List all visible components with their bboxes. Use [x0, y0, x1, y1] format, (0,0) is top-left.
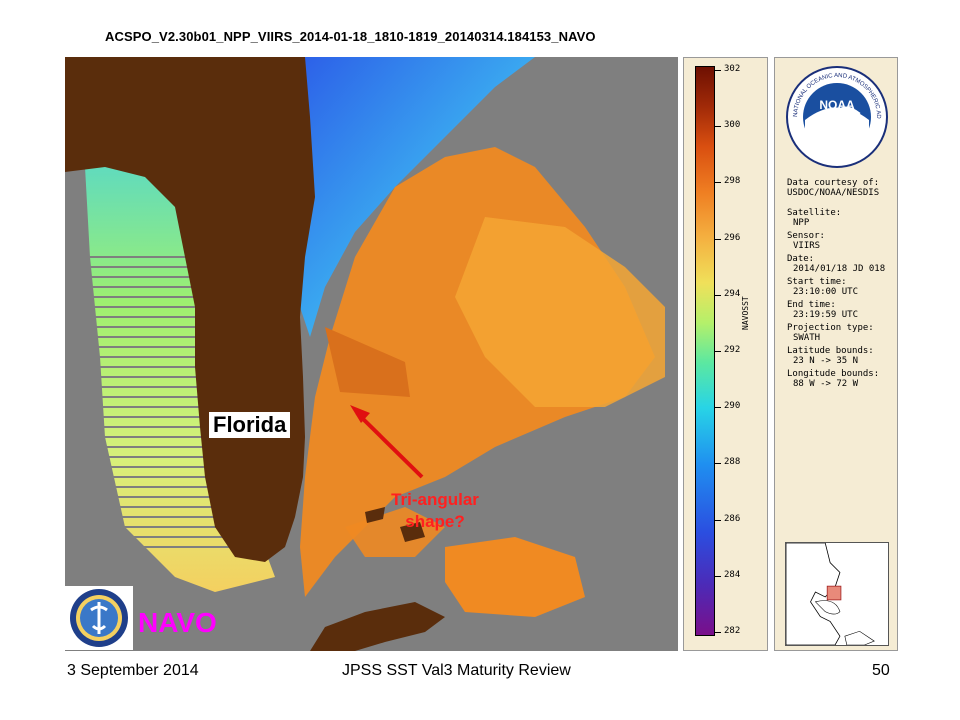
- navo-seal-icon: [65, 586, 133, 650]
- metadata-value: 2014/01/18 JD 018: [793, 264, 886, 274]
- colorbar-tick-label: 296: [724, 232, 741, 243]
- footer-title: JPSS SST Val3 Maturity Review: [342, 662, 571, 679]
- colorbar-tick-label: 292: [724, 345, 741, 355]
- metadata-key: Latitude bounds:: [787, 346, 874, 356]
- arrow-head: [350, 405, 370, 423]
- land-bahamas-1: [365, 507, 385, 523]
- metadata-value: 23:10:00 UTC: [793, 287, 859, 297]
- metadata-key: Longitude bounds:: [787, 369, 880, 379]
- metadata-key: Start time:: [787, 277, 847, 287]
- colorbar-tick: [715, 463, 721, 465]
- noaa-logo-icon: NOAA NATIONAL OCEANIC AND ATMOSPHERIC AD…: [785, 65, 888, 168]
- page-number: 50: [872, 662, 890, 679]
- colorbar-tick-label: 286: [724, 513, 741, 524]
- metadata-value: NPP: [793, 218, 810, 228]
- colorbar-tick-label: 284: [724, 569, 741, 580]
- colorbar-tick-label: 288: [724, 457, 741, 468]
- sst-map: Florida Tri-angular shape? NAVO: [65, 57, 678, 651]
- colorbar-tick-label: 300: [724, 120, 741, 131]
- colorbar-tick-label: 282: [724, 626, 741, 636]
- colorbar-tick: [715, 70, 721, 71]
- metadata-value: 23 N -> 35 N: [793, 356, 859, 366]
- land-bahamas-2: [400, 522, 425, 542]
- colorbar-tick-label: 290: [724, 401, 741, 412]
- metadata-key: Sensor:: [787, 231, 825, 241]
- florida-label: Florida: [209, 412, 291, 438]
- colorbar-tick: [715, 407, 721, 409]
- colorbar-tick-label: 298: [724, 176, 741, 187]
- metadata-key: Satellite:: [787, 208, 842, 218]
- bahamas-sst-area: [445, 537, 585, 617]
- metadata-key: End time:: [787, 300, 836, 310]
- navo-label: NAVO: [138, 607, 217, 638]
- colorbar-tick: [715, 182, 721, 184]
- metadata-key: Projection type:: [787, 323, 874, 333]
- colorbar-tick: [715, 238, 721, 240]
- courtesy-text: Data courtesy of: USDOC/NOAA/NESDIS: [787, 178, 879, 198]
- colorbar-tick: [715, 294, 721, 296]
- arrow-line: [355, 411, 424, 479]
- colorbar-tick: [715, 351, 721, 352]
- colorbar: [695, 66, 715, 636]
- triangular-shape-area: [325, 327, 410, 397]
- warm-speckle-area: [455, 217, 665, 407]
- metadata-value: 23:19:59 UTC: [793, 310, 859, 320]
- metadata-value: SWATH: [793, 333, 821, 343]
- footer-date: 3 September 2014: [67, 662, 199, 679]
- shelf-sst-area: [295, 57, 535, 337]
- triangular-label-line1: Tri-angular: [391, 490, 479, 509]
- courtesy-line1: Data courtesy of:: [787, 178, 880, 188]
- colorbar-tick-label: 294: [724, 288, 741, 299]
- colorbar-tick-label: 302: [724, 64, 741, 74]
- metadata-value: VIIRS: [793, 241, 821, 251]
- triangular-label-line2: shape?: [405, 512, 465, 531]
- colorbar-tick: [715, 575, 721, 577]
- triangular-shape-label: Tri-angular shape?: [365, 489, 505, 533]
- metadata-value: 88 W -> 72 W: [793, 379, 859, 389]
- image-title: ACSPO_V2.30b01_NPP_VIIRS_2014-01-18_1810…: [105, 29, 596, 44]
- locator-map-icon: [785, 542, 889, 646]
- land-cuba: [310, 602, 445, 651]
- noaa-text: NOAA: [819, 98, 855, 112]
- metadata-key: Date:: [787, 254, 815, 264]
- courtesy-line2: USDOC/NOAA/NESDIS: [787, 188, 880, 198]
- colorbar-tick: [715, 632, 721, 633]
- colorbar-tick: [715, 519, 721, 521]
- metadata-list: Satellite: NPP Sensor: VIIRS Date: 2014/01/18…: [787, 208, 885, 392]
- colorbar-title: NAVOSST: [741, 296, 750, 330]
- sst-map-graphic: [65, 57, 678, 651]
- colorbar-tick: [715, 126, 721, 128]
